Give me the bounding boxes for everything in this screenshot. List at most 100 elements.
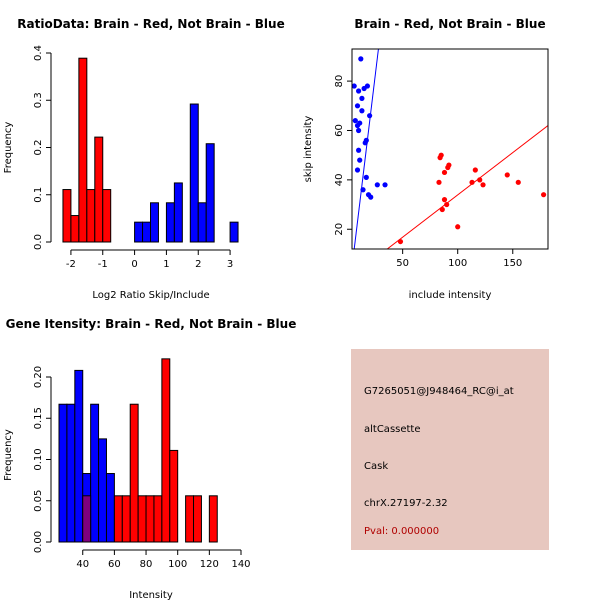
- histogram-bar: [58, 403, 68, 543]
- location-text: chrX.27197-2.32: [364, 498, 448, 509]
- histogram-bar: [169, 449, 179, 543]
- histogram-bar: [129, 403, 139, 543]
- histogram-bar: [137, 495, 147, 543]
- histogram-bar: [62, 189, 72, 243]
- scatter-point: [445, 164, 451, 171]
- histogram-bar: [113, 495, 123, 543]
- scatter-point: [382, 182, 388, 188]
- scatter-point: [359, 95, 365, 101]
- y-axis-label: Frequency: [3, 122, 14, 174]
- scatter-point: [480, 182, 486, 188]
- x-tick-label: 140: [231, 559, 250, 570]
- y-tick-label: 40: [334, 173, 345, 186]
- histogram-bar: [86, 189, 96, 243]
- histogram-bar: [66, 403, 76, 543]
- gene-name-text: Cask: [364, 461, 389, 472]
- scatter-point: [356, 147, 362, 153]
- chart-title: Brain - Red, Not Brain - Blue: [354, 17, 545, 31]
- y-tick-label: 80: [334, 75, 345, 88]
- scatter-point: [374, 182, 380, 188]
- chart-title: RatioData: Brain - Red, Not Brain - Blue: [17, 17, 284, 31]
- y-tick-label: 0.15: [33, 407, 44, 429]
- scatter-point: [368, 194, 374, 200]
- histogram-bar: [134, 221, 144, 243]
- scatter-point: [352, 118, 358, 124]
- scatter-point: [444, 201, 450, 208]
- y-tick-label: 0.2: [33, 140, 44, 156]
- scatter-point: [359, 108, 365, 114]
- histogram-bar: [142, 221, 152, 243]
- scatter-point: [363, 174, 369, 180]
- histogram-bar: [98, 438, 107, 543]
- scatter-point: [360, 187, 366, 193]
- histogram-bar: [189, 103, 199, 243]
- chart-title: Gene Itensity: Brain - Red, Not Brain - …: [6, 317, 297, 331]
- scatter-point: [364, 83, 371, 89]
- x-tick-label: 120: [200, 559, 219, 570]
- scatter-point: [515, 179, 521, 185]
- histogram-bar: [185, 495, 195, 543]
- x-tick-label: -1: [98, 259, 108, 270]
- scatter-point: [356, 88, 362, 94]
- y-tick-label: 0.00: [33, 531, 44, 553]
- x-axis-label: include intensity: [409, 290, 492, 300]
- scatter-point: [437, 155, 443, 161]
- histogram-bar: [121, 495, 131, 543]
- x-tick-label: 1: [163, 259, 169, 270]
- y-tick-label: 0.20: [33, 366, 44, 388]
- scatter-point: [504, 172, 510, 178]
- histogram-bar: [102, 189, 112, 243]
- scatter-point: [358, 56, 364, 62]
- histogram-bar: [150, 202, 159, 243]
- y-tick-label: 0.05: [33, 490, 44, 512]
- histogram-bar: [105, 473, 115, 543]
- plot-frame: [351, 48, 549, 250]
- scatter-point: [354, 103, 361, 109]
- histogram-bar: [90, 403, 100, 543]
- histogram-bar: [173, 182, 183, 243]
- y-tick-label: 0.0: [33, 234, 44, 250]
- scatter-point: [472, 167, 478, 173]
- scatter-point: [439, 206, 445, 213]
- histogram-bar: [197, 202, 207, 243]
- y-tick-label: 0.10: [33, 448, 44, 470]
- scatter-point: [362, 140, 368, 146]
- x-tick-label: 0: [131, 259, 137, 270]
- y-tick-label: 0.3: [33, 92, 44, 108]
- histogram-bar: [145, 495, 155, 543]
- histogram-bar: [165, 202, 175, 243]
- scatter-point: [354, 167, 361, 173]
- histogram-bar: [78, 57, 88, 243]
- x-tick-label: 3: [227, 259, 233, 270]
- gene-info-panel: G7265051@J948464_RC@i_at altCassette Cas…: [351, 349, 549, 550]
- scatter-point: [397, 238, 404, 245]
- histogram-bar: [70, 215, 80, 243]
- x-tick-label: 80: [140, 559, 153, 570]
- x-tick-label: 2: [195, 259, 201, 270]
- scatter-point: [367, 113, 373, 119]
- pval-text: Pval: 0.000000: [364, 526, 440, 537]
- histogram-bar: [208, 495, 218, 543]
- y-tick-label: 60: [334, 124, 345, 137]
- ratio-histogram: -2 -1 0 1 2 3 0.0 0.1 0.2 0.3 0.4 RatioData: Brain …: [3, 17, 285, 300]
- event-type-text: altCassette: [364, 424, 421, 435]
- scatter-point: [455, 224, 461, 230]
- histogram-bar: [94, 136, 104, 243]
- x-tick-label: 40: [76, 559, 89, 570]
- fit-line: [386, 125, 548, 249]
- gene-id-text: G7265051@J948464_RC@i_at: [364, 386, 514, 397]
- histogram-bar: [161, 358, 171, 543]
- scatter-point: [441, 197, 448, 203]
- y-axis-label: skip intensity: [303, 116, 314, 183]
- histogram-bar: [205, 143, 215, 243]
- histogram-bar: [193, 495, 202, 543]
- x-tick-label: 50: [396, 258, 409, 269]
- scatter-plot: 50 100 150 20 40 60 80 Brain - Red, Not Brain -…: [303, 17, 549, 300]
- scatter-point: [540, 192, 547, 198]
- x-tick-label: 60: [108, 559, 121, 570]
- scatter-point: [441, 169, 448, 176]
- scatter-point: [356, 127, 362, 134]
- x-tick-label: 150: [503, 258, 522, 269]
- x-axis-label: Intensity: [129, 590, 173, 600]
- histogram-bar: [74, 369, 84, 543]
